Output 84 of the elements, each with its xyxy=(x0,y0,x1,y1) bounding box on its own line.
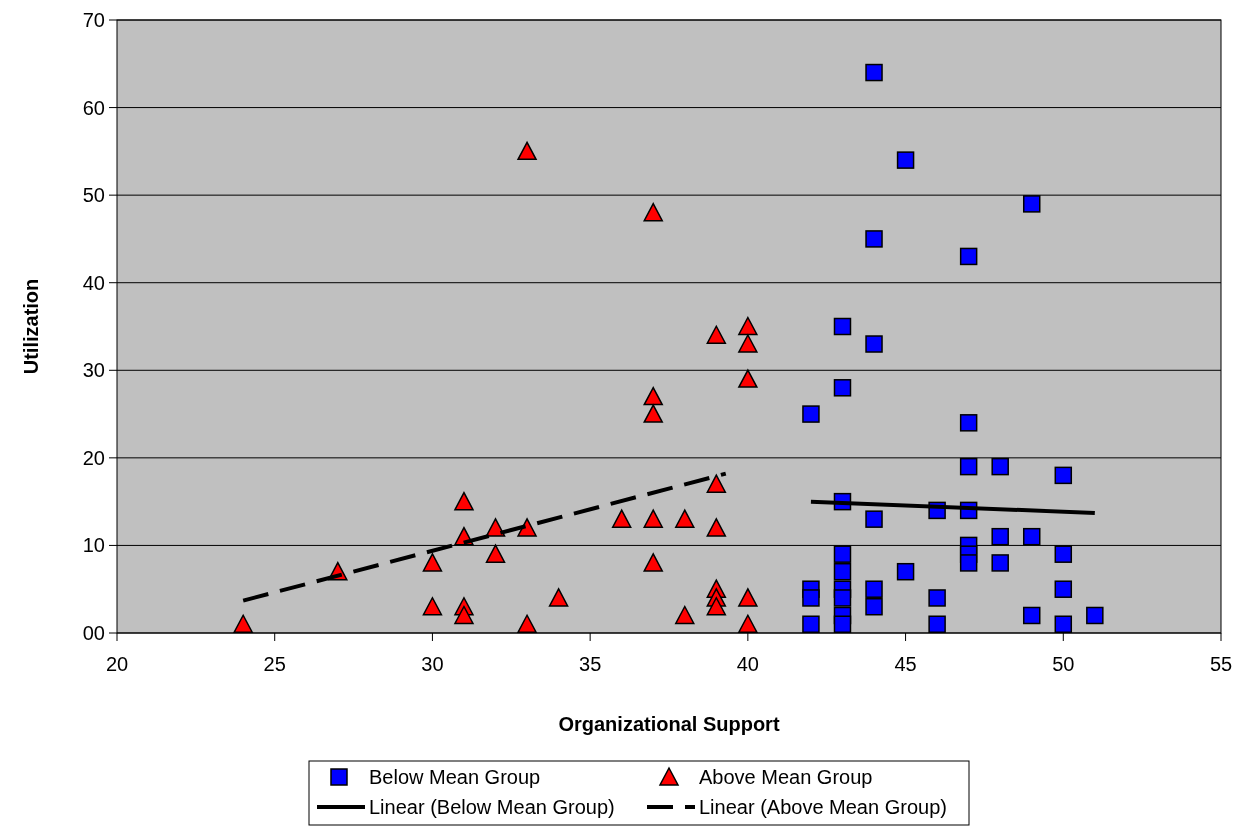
point xyxy=(991,457,1009,476)
x-tick-label: 45 xyxy=(894,653,917,675)
point xyxy=(454,605,474,625)
point xyxy=(643,404,663,423)
y-tick-label: 00 xyxy=(82,622,105,644)
point xyxy=(1054,545,1073,563)
point xyxy=(865,335,883,353)
x-tick-label: 35 xyxy=(579,653,602,675)
point xyxy=(233,614,253,633)
x-axis-title: Organizational Support xyxy=(558,713,780,735)
point xyxy=(802,589,820,607)
point xyxy=(833,379,852,397)
point xyxy=(738,588,758,607)
point xyxy=(928,589,946,607)
point xyxy=(1022,195,1041,213)
point xyxy=(991,554,1009,572)
y-tick-label: 30 xyxy=(82,359,105,382)
point xyxy=(1022,527,1041,546)
y-tick-label: 20 xyxy=(82,446,105,469)
point xyxy=(896,562,915,581)
x-tick-label: 40 xyxy=(736,653,759,675)
point xyxy=(548,588,569,607)
x-tick-label: 30 xyxy=(421,653,444,675)
point xyxy=(959,554,978,572)
point xyxy=(896,151,915,169)
point xyxy=(706,325,727,345)
point xyxy=(485,518,506,537)
x-tick-label: 20 xyxy=(105,653,129,675)
point xyxy=(517,141,537,161)
point xyxy=(643,553,663,572)
point xyxy=(675,605,695,625)
point xyxy=(454,491,474,511)
point xyxy=(738,334,758,353)
point xyxy=(1054,466,1073,485)
point xyxy=(865,597,883,616)
x-tick-label: 55 xyxy=(1209,653,1233,675)
point xyxy=(802,405,820,423)
point xyxy=(1054,615,1073,633)
point xyxy=(643,202,663,222)
point xyxy=(738,316,758,336)
point xyxy=(422,553,443,572)
y-tick-label: 70 xyxy=(82,9,105,31)
point xyxy=(517,614,537,633)
point xyxy=(865,510,883,528)
point xyxy=(675,509,695,528)
point xyxy=(959,457,978,476)
point xyxy=(485,544,506,563)
point xyxy=(706,596,727,616)
y-tick-label: 10 xyxy=(82,534,105,557)
point xyxy=(833,562,852,581)
point xyxy=(1022,606,1041,625)
point xyxy=(738,614,758,633)
point xyxy=(517,518,537,537)
x-tick-label: 50 xyxy=(1052,653,1075,675)
point xyxy=(738,369,758,388)
point xyxy=(706,474,727,493)
legend-label: Linear (Below Mean Group) xyxy=(369,796,615,818)
point xyxy=(611,509,632,528)
legend-label: Below Mean Group xyxy=(369,766,541,788)
y-tick-label: 40 xyxy=(82,271,105,294)
point xyxy=(833,545,852,563)
point xyxy=(833,589,852,607)
point xyxy=(865,63,883,82)
point xyxy=(865,580,883,598)
y-axis-title: Utilization xyxy=(20,278,42,375)
point xyxy=(643,509,663,528)
point xyxy=(802,615,820,633)
legend-label: Above Mean Group xyxy=(699,766,873,788)
legend-label: Linear (Above Mean Group) xyxy=(699,796,947,818)
y-tick-label: 60 xyxy=(82,96,105,119)
x-tick-label: 25 xyxy=(263,653,286,675)
y-tick-label: 50 xyxy=(82,184,105,207)
point xyxy=(833,317,852,336)
point xyxy=(833,615,852,633)
point xyxy=(706,518,727,537)
point xyxy=(1054,580,1073,598)
point xyxy=(865,230,883,248)
point xyxy=(643,386,663,406)
point xyxy=(1086,606,1104,625)
point xyxy=(959,247,978,266)
point xyxy=(928,615,946,633)
point xyxy=(959,414,978,432)
point xyxy=(991,527,1009,546)
point xyxy=(422,596,443,616)
